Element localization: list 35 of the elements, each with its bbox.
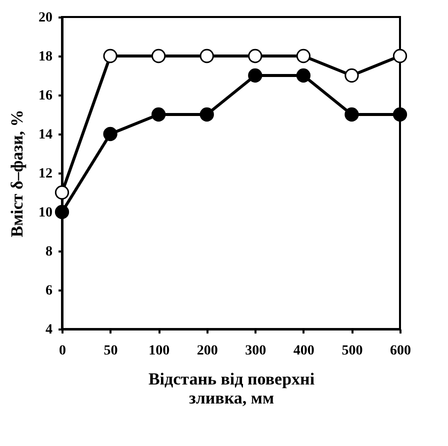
point xyxy=(103,48,118,64)
y-tick-label: 4 xyxy=(46,322,52,338)
y-tick-label: 18 xyxy=(38,50,52,64)
point xyxy=(151,107,166,122)
x-tick-label: 300 xyxy=(245,344,266,358)
x-axis-title: Відстань від поверхні зливка, мм xyxy=(148,370,315,408)
point xyxy=(296,48,311,64)
y-tick-label: 14 xyxy=(38,128,52,142)
point xyxy=(200,48,214,64)
y-axis-title: Вміст δ–фази, % xyxy=(8,110,26,238)
point xyxy=(344,68,359,83)
y-tick-label: 12 xyxy=(38,166,52,182)
point xyxy=(103,126,118,142)
point xyxy=(200,107,214,122)
y-tick-label: 8 xyxy=(46,244,52,260)
x-tick-label: 200 xyxy=(196,344,218,358)
point xyxy=(151,48,166,64)
point xyxy=(296,68,311,83)
x-tick-label: 500 xyxy=(342,344,363,358)
y-tick-label: 16 xyxy=(38,88,52,104)
y-tick-label: 20 xyxy=(38,10,52,26)
point xyxy=(248,68,262,83)
point xyxy=(54,204,70,220)
point xyxy=(392,48,408,64)
x-tick-label: 0 xyxy=(59,344,66,358)
y-tick-label: 6 xyxy=(46,284,52,298)
point xyxy=(54,185,70,200)
point xyxy=(344,107,359,122)
point xyxy=(248,48,262,64)
x-tick-label: 600 xyxy=(390,344,411,358)
x-tick-label: 400 xyxy=(293,344,314,358)
x-tick-label: 100 xyxy=(148,344,170,358)
x-tick-label: 50 xyxy=(104,344,118,358)
point xyxy=(392,107,408,122)
y-tick-label: 10 xyxy=(38,206,52,220)
